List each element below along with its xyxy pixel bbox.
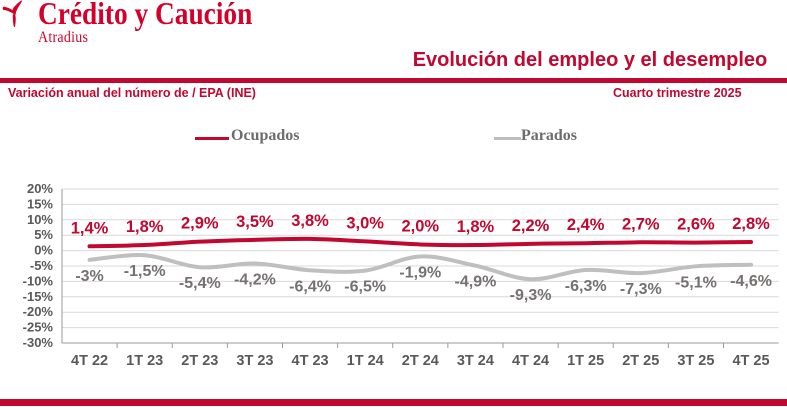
svg-text:-3%: -3% bbox=[75, 268, 103, 285]
svg-text:20%: 20% bbox=[27, 181, 53, 196]
svg-text:-25%: -25% bbox=[23, 320, 54, 335]
svg-text:2,9%: 2,9% bbox=[181, 215, 219, 233]
svg-text:3T 24: 3T 24 bbox=[457, 353, 494, 369]
svg-text:3,8%: 3,8% bbox=[291, 212, 329, 230]
svg-text:-20%: -20% bbox=[23, 304, 54, 319]
svg-text:4T 23: 4T 23 bbox=[292, 353, 329, 369]
svg-text:0%: 0% bbox=[34, 243, 53, 258]
svg-text:-7,3%: -7,3% bbox=[620, 281, 662, 298]
svg-text:-6,4%: -6,4% bbox=[289, 278, 331, 295]
svg-text:-30%: -30% bbox=[23, 335, 54, 350]
svg-text:-10%: -10% bbox=[23, 273, 54, 288]
svg-text:1T 24: 1T 24 bbox=[347, 353, 384, 369]
svg-text:3,5%: 3,5% bbox=[236, 213, 274, 231]
svg-text:-5%: -5% bbox=[30, 258, 54, 273]
svg-text:2,4%: 2,4% bbox=[567, 216, 605, 234]
svg-text:-6,5%: -6,5% bbox=[344, 279, 386, 296]
svg-text:5%: 5% bbox=[34, 227, 53, 242]
svg-text:-5,1%: -5,1% bbox=[675, 274, 717, 291]
svg-text:1T 25: 1T 25 bbox=[567, 353, 604, 369]
svg-text:1,8%: 1,8% bbox=[126, 218, 164, 236]
svg-text:-9,3%: -9,3% bbox=[510, 287, 552, 304]
svg-text:1T 23: 1T 23 bbox=[126, 353, 163, 369]
svg-text:3T 23: 3T 23 bbox=[236, 353, 273, 369]
svg-text:-5,4%: -5,4% bbox=[179, 275, 221, 292]
svg-text:15%: 15% bbox=[27, 196, 53, 211]
svg-text:-4,2%: -4,2% bbox=[234, 272, 276, 289]
svg-text:-15%: -15% bbox=[23, 289, 54, 304]
svg-text:2,0%: 2,0% bbox=[401, 217, 439, 235]
svg-text:2,8%: 2,8% bbox=[732, 215, 770, 233]
svg-text:2T 24: 2T 24 bbox=[402, 353, 439, 369]
svg-text:2T 25: 2T 25 bbox=[622, 353, 659, 369]
svg-text:2,7%: 2,7% bbox=[622, 215, 660, 233]
svg-text:3T 25: 3T 25 bbox=[677, 353, 714, 369]
svg-text:4T 24: 4T 24 bbox=[512, 353, 549, 369]
svg-text:-1,5%: -1,5% bbox=[124, 263, 166, 280]
svg-text:-4,9%: -4,9% bbox=[455, 274, 497, 291]
svg-text:-4,6%: -4,6% bbox=[730, 273, 772, 290]
svg-text:2,6%: 2,6% bbox=[677, 216, 715, 234]
svg-text:4T 25: 4T 25 bbox=[732, 353, 769, 369]
svg-text:3,0%: 3,0% bbox=[346, 214, 384, 232]
svg-text:-6,3%: -6,3% bbox=[565, 278, 607, 295]
svg-text:10%: 10% bbox=[27, 212, 53, 227]
svg-text:-1,9%: -1,9% bbox=[399, 264, 441, 281]
svg-text:2T 23: 2T 23 bbox=[181, 353, 218, 369]
svg-text:4T 22: 4T 22 bbox=[71, 353, 108, 369]
svg-text:1,4%: 1,4% bbox=[71, 219, 109, 237]
svg-text:2,2%: 2,2% bbox=[512, 217, 550, 235]
svg-text:1,8%: 1,8% bbox=[457, 218, 495, 236]
